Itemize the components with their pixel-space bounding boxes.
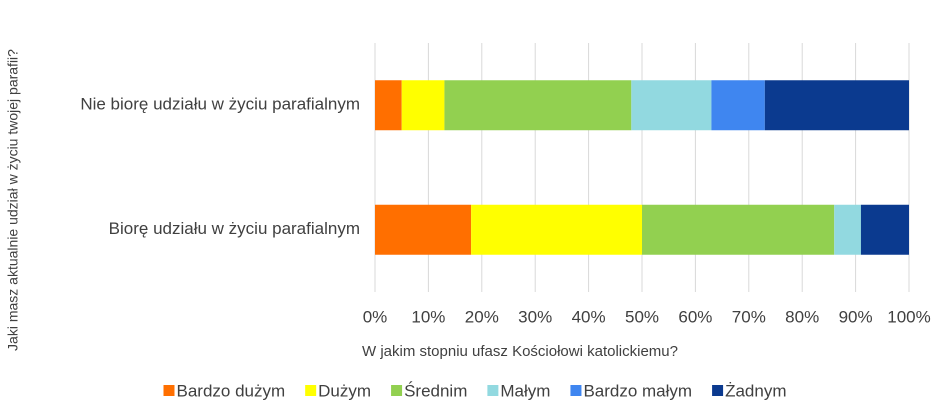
legend-swatch <box>163 385 175 396</box>
bar-segment <box>444 80 632 131</box>
x-tick-label: 0% <box>363 307 388 326</box>
x-tick-label: 90% <box>839 307 873 326</box>
legend-label: Żadnym <box>725 381 786 400</box>
x-tick-label: 100% <box>887 307 930 326</box>
x-tick-label: 20% <box>465 307 499 326</box>
bar-segment <box>860 204 909 255</box>
x-tick-label: 60% <box>678 307 712 326</box>
legend-swatch <box>391 385 403 396</box>
legend-swatch <box>570 385 582 396</box>
bar-segment <box>631 80 712 131</box>
legend-swatch <box>305 385 317 396</box>
y-axis-title: Jaki masz aktualnie udział w życiu twoje… <box>5 49 21 351</box>
legend-label: Średnim <box>404 381 467 400</box>
bar-segment <box>401 80 445 131</box>
bar-segment <box>642 204 835 255</box>
y-tick-label: Nie biorę udziału w życiu parafialnym <box>80 95 360 114</box>
legend-label: Bardzo dużym <box>176 381 285 400</box>
x-tick-label: 30% <box>518 307 552 326</box>
legend-label: Dużym <box>318 381 371 400</box>
y-tick-label: Biorę udziału w życiu parafialnym <box>109 219 360 238</box>
legend-label: Bardzo małym <box>583 381 692 400</box>
bar-segment <box>375 204 472 255</box>
x-tick-label: 50% <box>625 307 659 326</box>
legend-swatch <box>487 385 499 396</box>
x-tick-label: 10% <box>411 307 445 326</box>
legend-swatch <box>712 385 724 396</box>
bar-segment <box>471 204 642 255</box>
x-axis-title: W jakim stopniu ufasz Kościołowi katolic… <box>362 343 678 360</box>
bar-segment <box>711 80 765 131</box>
x-tick-label: 70% <box>732 307 766 326</box>
bar-segment <box>834 204 861 255</box>
x-tick-label: 40% <box>572 307 606 326</box>
bar-segment <box>375 80 402 131</box>
legend-label: Małym <box>500 381 550 400</box>
x-tick-label: 80% <box>785 307 819 326</box>
bar-segment <box>764 80 909 131</box>
